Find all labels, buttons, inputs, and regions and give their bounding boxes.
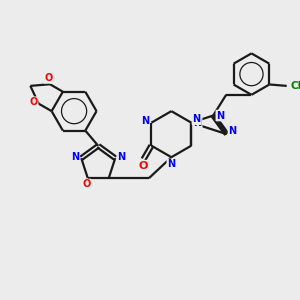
Text: N: N [228,126,236,136]
Text: O: O [29,97,38,107]
Text: N: N [192,114,200,124]
Text: N: N [167,159,175,170]
Text: N: N [71,152,79,162]
Text: N: N [118,152,126,162]
Text: O: O [139,161,148,171]
Text: N: N [216,110,224,121]
Text: O: O [44,73,52,83]
Text: N: N [141,116,149,126]
Text: Cl: Cl [290,81,300,91]
Text: N: N [194,118,202,128]
Text: O: O [82,179,91,190]
